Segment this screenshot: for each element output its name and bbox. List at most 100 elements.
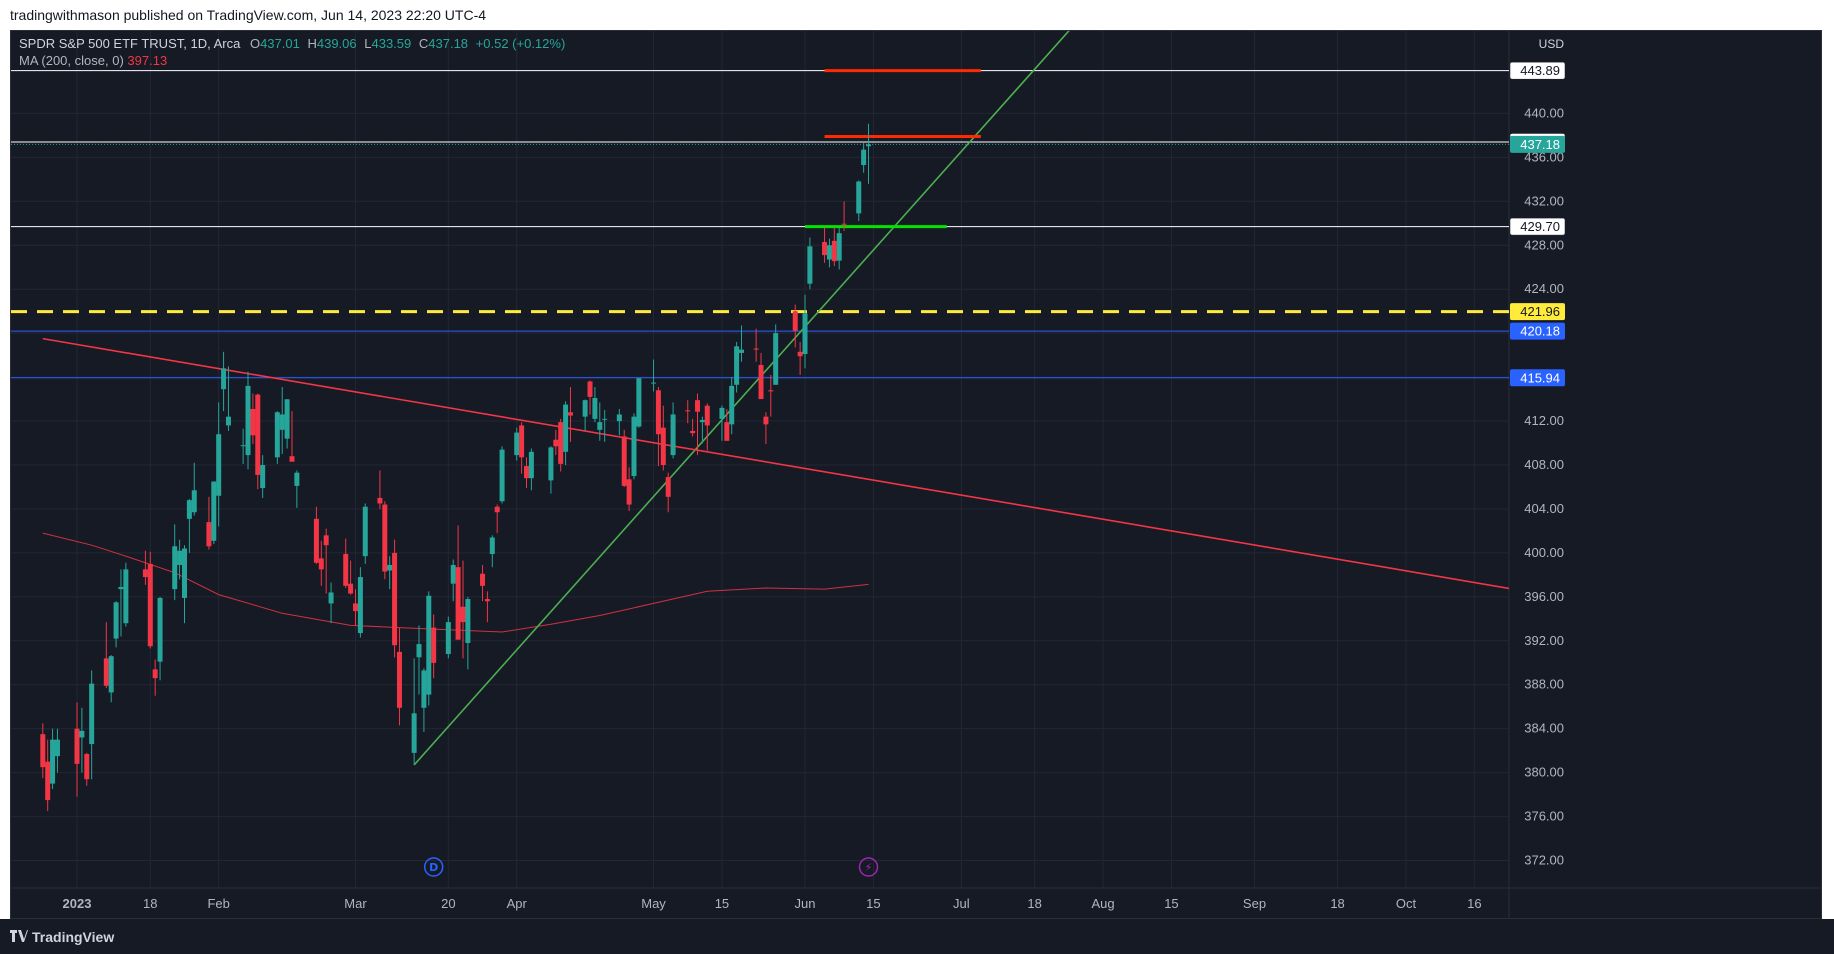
- y-tick-label: 400.00: [1524, 545, 1564, 560]
- candle-body: [294, 472, 300, 486]
- price-tag: [1510, 135, 1565, 153]
- candle-body: [797, 351, 803, 357]
- candle-body: [152, 669, 158, 679]
- candle-body: [699, 419, 705, 423]
- candle-body: [186, 500, 192, 519]
- candle-body: [514, 432, 520, 456]
- price-tag-label: 420.18: [1520, 324, 1560, 339]
- candle-body: [225, 416, 231, 426]
- candle-body: [621, 436, 627, 486]
- candle-body: [172, 546, 178, 590]
- candle-body: [177, 550, 183, 565]
- candle-body: [729, 385, 735, 425]
- candle-body: [792, 311, 798, 331]
- x-tick-label: 15: [1164, 896, 1178, 911]
- candle-body: [660, 427, 666, 465]
- candle-body: [773, 333, 779, 385]
- candle-body: [841, 223, 847, 225]
- y-tick-label: 380.00: [1524, 765, 1564, 780]
- x-tick-label: Jul: [953, 896, 970, 911]
- symbol-name[interactable]: SPDR S&P 500 ETF TRUST, 1D, Arca: [19, 36, 241, 51]
- x-tick-label: Feb: [207, 896, 229, 911]
- candle-body: [274, 412, 280, 458]
- candle-body: [328, 592, 334, 604]
- y-tick-label: 408.00: [1524, 457, 1564, 472]
- y-tick-label: 372.00: [1524, 853, 1564, 868]
- candle-body: [240, 445, 246, 447]
- chart-background: [11, 31, 1821, 918]
- candle-body: [211, 481, 217, 541]
- x-tick-label: Sep: [1243, 896, 1266, 911]
- candle-body: [856, 181, 862, 214]
- candle-body: [84, 753, 90, 780]
- candle-body: [822, 241, 828, 256]
- candle-body: [40, 734, 46, 768]
- candle-body: [758, 365, 764, 400]
- high-value: 439.06: [316, 36, 357, 51]
- candle-body: [357, 577, 363, 634]
- currency-label: USD: [1539, 37, 1565, 51]
- candle-body: [79, 730, 85, 738]
- x-tick-label: 2023: [63, 896, 92, 911]
- candle-body: [108, 656, 114, 693]
- legend: SPDR S&P 500 ETF TRUST, 1D, Arca O437.01…: [19, 35, 565, 69]
- x-tick-label: Oct: [1396, 896, 1417, 911]
- candle-body: [416, 644, 422, 658]
- candle-body: [738, 349, 744, 353]
- close-value: 437.18: [428, 36, 469, 51]
- candle-body: [352, 603, 358, 612]
- candle-body: [216, 434, 222, 496]
- event-label: D: [429, 861, 438, 874]
- price-tag-label: 429.70: [1520, 219, 1560, 234]
- x-tick-label: 15: [715, 896, 729, 911]
- candle-body: [411, 713, 417, 753]
- x-tick-label: 16: [1467, 896, 1481, 911]
- candle-body: [260, 464, 266, 489]
- footer-brand[interactable]: TradingView: [32, 929, 115, 945]
- candle-body: [484, 599, 490, 602]
- candle-body: [704, 405, 710, 426]
- earnings-marker-icon: [858, 857, 879, 877]
- candle-body: [392, 552, 398, 646]
- candle-body: [695, 400, 701, 412]
- y-tick-label: 412.00: [1524, 413, 1564, 428]
- y-tick-label: 376.00: [1524, 809, 1564, 824]
- candle-body: [826, 245, 832, 260]
- candle-body: [519, 425, 525, 458]
- x-tick-label: May: [641, 896, 666, 911]
- price-chart[interactable]: D ⚡ 372.00 376.00 380.00 384.00 388.00 392.00 39…: [11, 31, 1821, 918]
- x-tick-label: 18: [1330, 896, 1344, 911]
- y-tick-label: 440.00: [1524, 105, 1564, 120]
- candle-body: [582, 400, 588, 417]
- ma-label[interactable]: MA (200, close, 0): [19, 53, 124, 68]
- candle-body: [123, 569, 129, 624]
- ma-value: 397.13: [127, 53, 168, 68]
- candle-body: [445, 622, 451, 654]
- price-tag: [1510, 322, 1565, 340]
- candle-body: [431, 627, 437, 663]
- candle-body: [50, 739, 56, 784]
- candle-body: [387, 564, 393, 571]
- low-value: 433.59: [371, 36, 412, 51]
- y-tick-label: 424.00: [1524, 281, 1564, 296]
- publish-info: tradingwithmason published on TradingVie…: [0, 0, 1834, 30]
- candle-body: [670, 414, 676, 456]
- candle-body: [753, 348, 759, 350]
- candle-body: [616, 414, 622, 422]
- x-tick-label: 18: [1027, 896, 1041, 911]
- close-label: C: [418, 36, 429, 51]
- candle-body: [396, 651, 402, 708]
- candle-body: [665, 477, 671, 497]
- candle-body: [103, 658, 109, 686]
- candle-body: [807, 246, 813, 284]
- candle-body: [206, 522, 212, 547]
- candle-body: [157, 597, 163, 662]
- open-value: 437.01: [260, 36, 300, 51]
- candle-body: [489, 537, 495, 554]
- candle-body: [118, 586, 124, 590]
- chart-area[interactable]: D ⚡ 372.00 376.00 380.00 384.00 388.00 392.00 39…: [10, 30, 1822, 919]
- candle-body: [455, 567, 461, 640]
- candle-body: [719, 407, 725, 419]
- candle-body: [631, 416, 637, 476]
